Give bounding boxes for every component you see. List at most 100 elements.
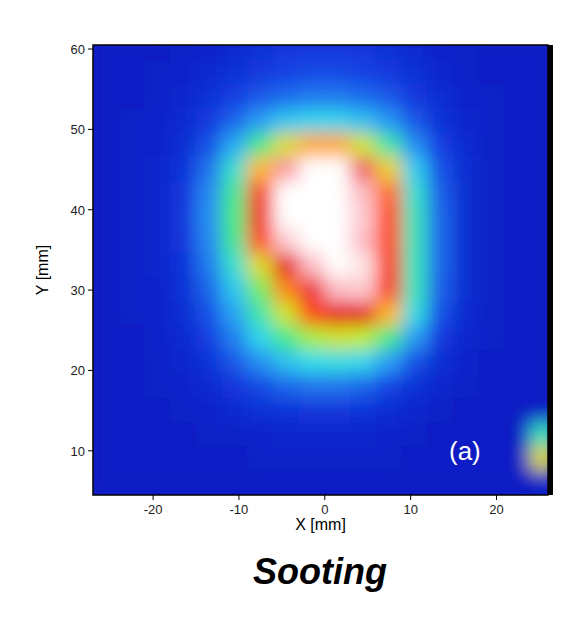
heatmap-cell [118, 109, 145, 134]
heatmap-cell [479, 205, 506, 230]
heatmap-cell [299, 229, 326, 254]
heatmap-cell [324, 326, 351, 351]
heatmap-cell [144, 470, 171, 495]
heatmap-cell [505, 253, 532, 278]
heatmap-cell [93, 398, 119, 423]
heatmap-cell [350, 374, 377, 399]
heatmap-cell [324, 446, 351, 471]
heatmap-cell [118, 205, 145, 230]
heatmap-cell [170, 45, 197, 62]
heatmap-cell [170, 326, 197, 351]
heatmap-cell [299, 422, 326, 447]
heatmap-cell [324, 422, 351, 447]
heatmap-cell [196, 278, 223, 303]
heatmap-cell [247, 446, 274, 471]
heatmap-cell [273, 398, 300, 423]
heatmap-cell [505, 109, 532, 134]
heatmap-cell [530, 326, 548, 351]
heatmap-cell [93, 157, 119, 182]
heatmap-cell [170, 470, 197, 495]
heatmap-cell [350, 133, 377, 158]
heatmap-cell [402, 229, 429, 254]
heatmap-cell [505, 157, 532, 182]
heatmap-cell [144, 61, 171, 86]
heatmap-cell [247, 326, 274, 351]
heatmap-cell [324, 470, 351, 495]
heatmap-cell [118, 229, 145, 254]
heatmap-cell [376, 446, 403, 471]
heatmap-cell [350, 229, 377, 254]
heatmap-cell [530, 61, 548, 86]
heatmap-cell [93, 45, 119, 62]
heatmap-cell [324, 61, 351, 86]
heatmap-cell [402, 157, 429, 182]
heatmap-cell [170, 61, 197, 86]
heatmap-cell [402, 374, 429, 399]
heatmap-cell [144, 85, 171, 110]
heatmap-cell [324, 205, 351, 230]
heatmap-cell [427, 85, 454, 110]
heatmap-cell [93, 229, 119, 254]
heatmap-cell [453, 278, 480, 303]
heatmap-cell [118, 133, 145, 158]
heatmap-cell [273, 181, 300, 206]
heatmap-cell [324, 253, 351, 278]
caption-title: Sooting [253, 551, 387, 592]
heatmap-cell [350, 422, 377, 447]
heatmap-cell [299, 45, 326, 62]
x-tick [410, 495, 411, 500]
x-tick-label: -10 [230, 502, 249, 517]
heatmap-cell [453, 326, 480, 351]
heatmap-cell [196, 157, 223, 182]
heatmap-cell [402, 109, 429, 134]
heatmap-cell [479, 181, 506, 206]
heatmap-cell [453, 302, 480, 327]
heatmap-cell [196, 446, 223, 471]
heatmap-cell [427, 109, 454, 134]
heatmap-cell [93, 85, 119, 110]
heatmap-cell [479, 157, 506, 182]
heatmap-cell [118, 61, 145, 86]
heatmap-cell [221, 278, 248, 303]
heatmap-cell [144, 109, 171, 134]
heatmap-cell [530, 133, 548, 158]
heatmap-cell [505, 61, 532, 86]
heatmap-cell [144, 374, 171, 399]
heatmap-cell [93, 133, 119, 158]
heatmap-cell [479, 422, 506, 447]
heatmap-cell [247, 157, 274, 182]
heatmap-cell [427, 61, 454, 86]
heatmap-cell [505, 45, 532, 62]
heatmap-cell [427, 326, 454, 351]
y-axis-title: Y [mm] [34, 245, 51, 295]
heatmap-cell [299, 302, 326, 327]
heatmap-cell [221, 446, 248, 471]
heatmap-cell [93, 470, 119, 495]
y-tick-label: 50 [71, 122, 85, 137]
x-axis-title: X [mm] [295, 516, 346, 533]
heatmap-cell [247, 374, 274, 399]
heatmap-cell [530, 302, 548, 327]
y-tick-label: 40 [71, 203, 85, 218]
heatmap-cell [196, 109, 223, 134]
heatmap-cell [427, 398, 454, 423]
heatmap-cell [427, 374, 454, 399]
heatmap-cell [402, 205, 429, 230]
heatmap-cell [402, 181, 429, 206]
heatmap-cell [530, 253, 548, 278]
heatmap-cell [144, 278, 171, 303]
heatmap-cell [376, 45, 403, 62]
heatmap-cell [118, 302, 145, 327]
x-tick [153, 495, 154, 500]
heatmap-cell [273, 109, 300, 134]
plot-frame [93, 45, 548, 495]
heatmap-cell [505, 350, 532, 375]
heatmap-cells [93, 45, 548, 495]
heatmap-cell [505, 374, 532, 399]
heatmap-cell [299, 109, 326, 134]
heatmap-cell [299, 446, 326, 471]
heatmap-cell [273, 85, 300, 110]
heatmap-cell [118, 398, 145, 423]
heatmap-cell [505, 181, 532, 206]
heatmap-cell [453, 253, 480, 278]
